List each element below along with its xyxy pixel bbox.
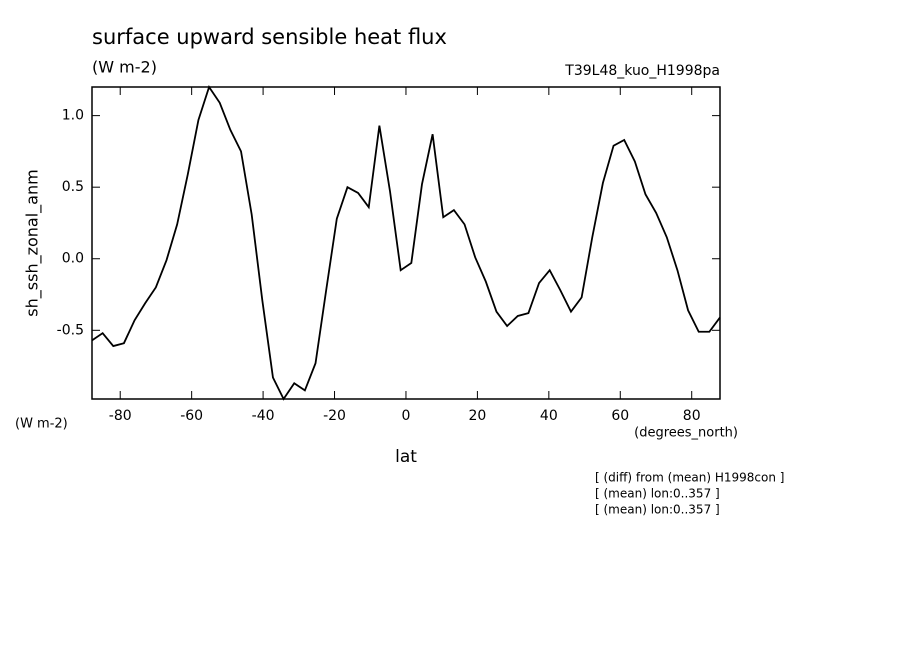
run-label: T39L48_kuo_H1998pa [564,63,720,79]
y-units: (W m-2) [15,417,68,432]
x-tick-label: -80 [109,408,132,424]
y-tick-label: 0.5 [62,179,84,195]
x-tick-label: 20 [468,408,486,424]
x-axis-label: lat [395,447,417,467]
x-tick-label: -40 [252,408,275,424]
x-tick-label: 0 [402,408,411,424]
subtitle: (W m-2) [92,58,157,77]
note: [ (mean) lon:0..357 ] [595,487,720,501]
chart-title: surface upward sensible heat flux [92,25,447,49]
x-tick-label: 60 [611,408,629,424]
x-units: (degrees_north) [634,426,738,441]
plot-frame [91,86,721,400]
y-axis-label: sh_ssh_zonal_anm [23,169,43,316]
x-tick-label: -60 [180,408,203,424]
note: [ (mean) lon:0..357 ] [595,503,720,517]
y-tick-label: -0.5 [57,322,84,338]
y-tick-label: 1.0 [62,108,84,124]
x-tick-label: 40 [540,408,558,424]
data-line [91,84,721,401]
note: [ (diff) from (mean) H1998con ] [595,471,784,485]
y-tick-label: 0.0 [62,251,84,267]
x-tick-label: 80 [683,408,701,424]
x-tick-label: -20 [323,408,346,424]
